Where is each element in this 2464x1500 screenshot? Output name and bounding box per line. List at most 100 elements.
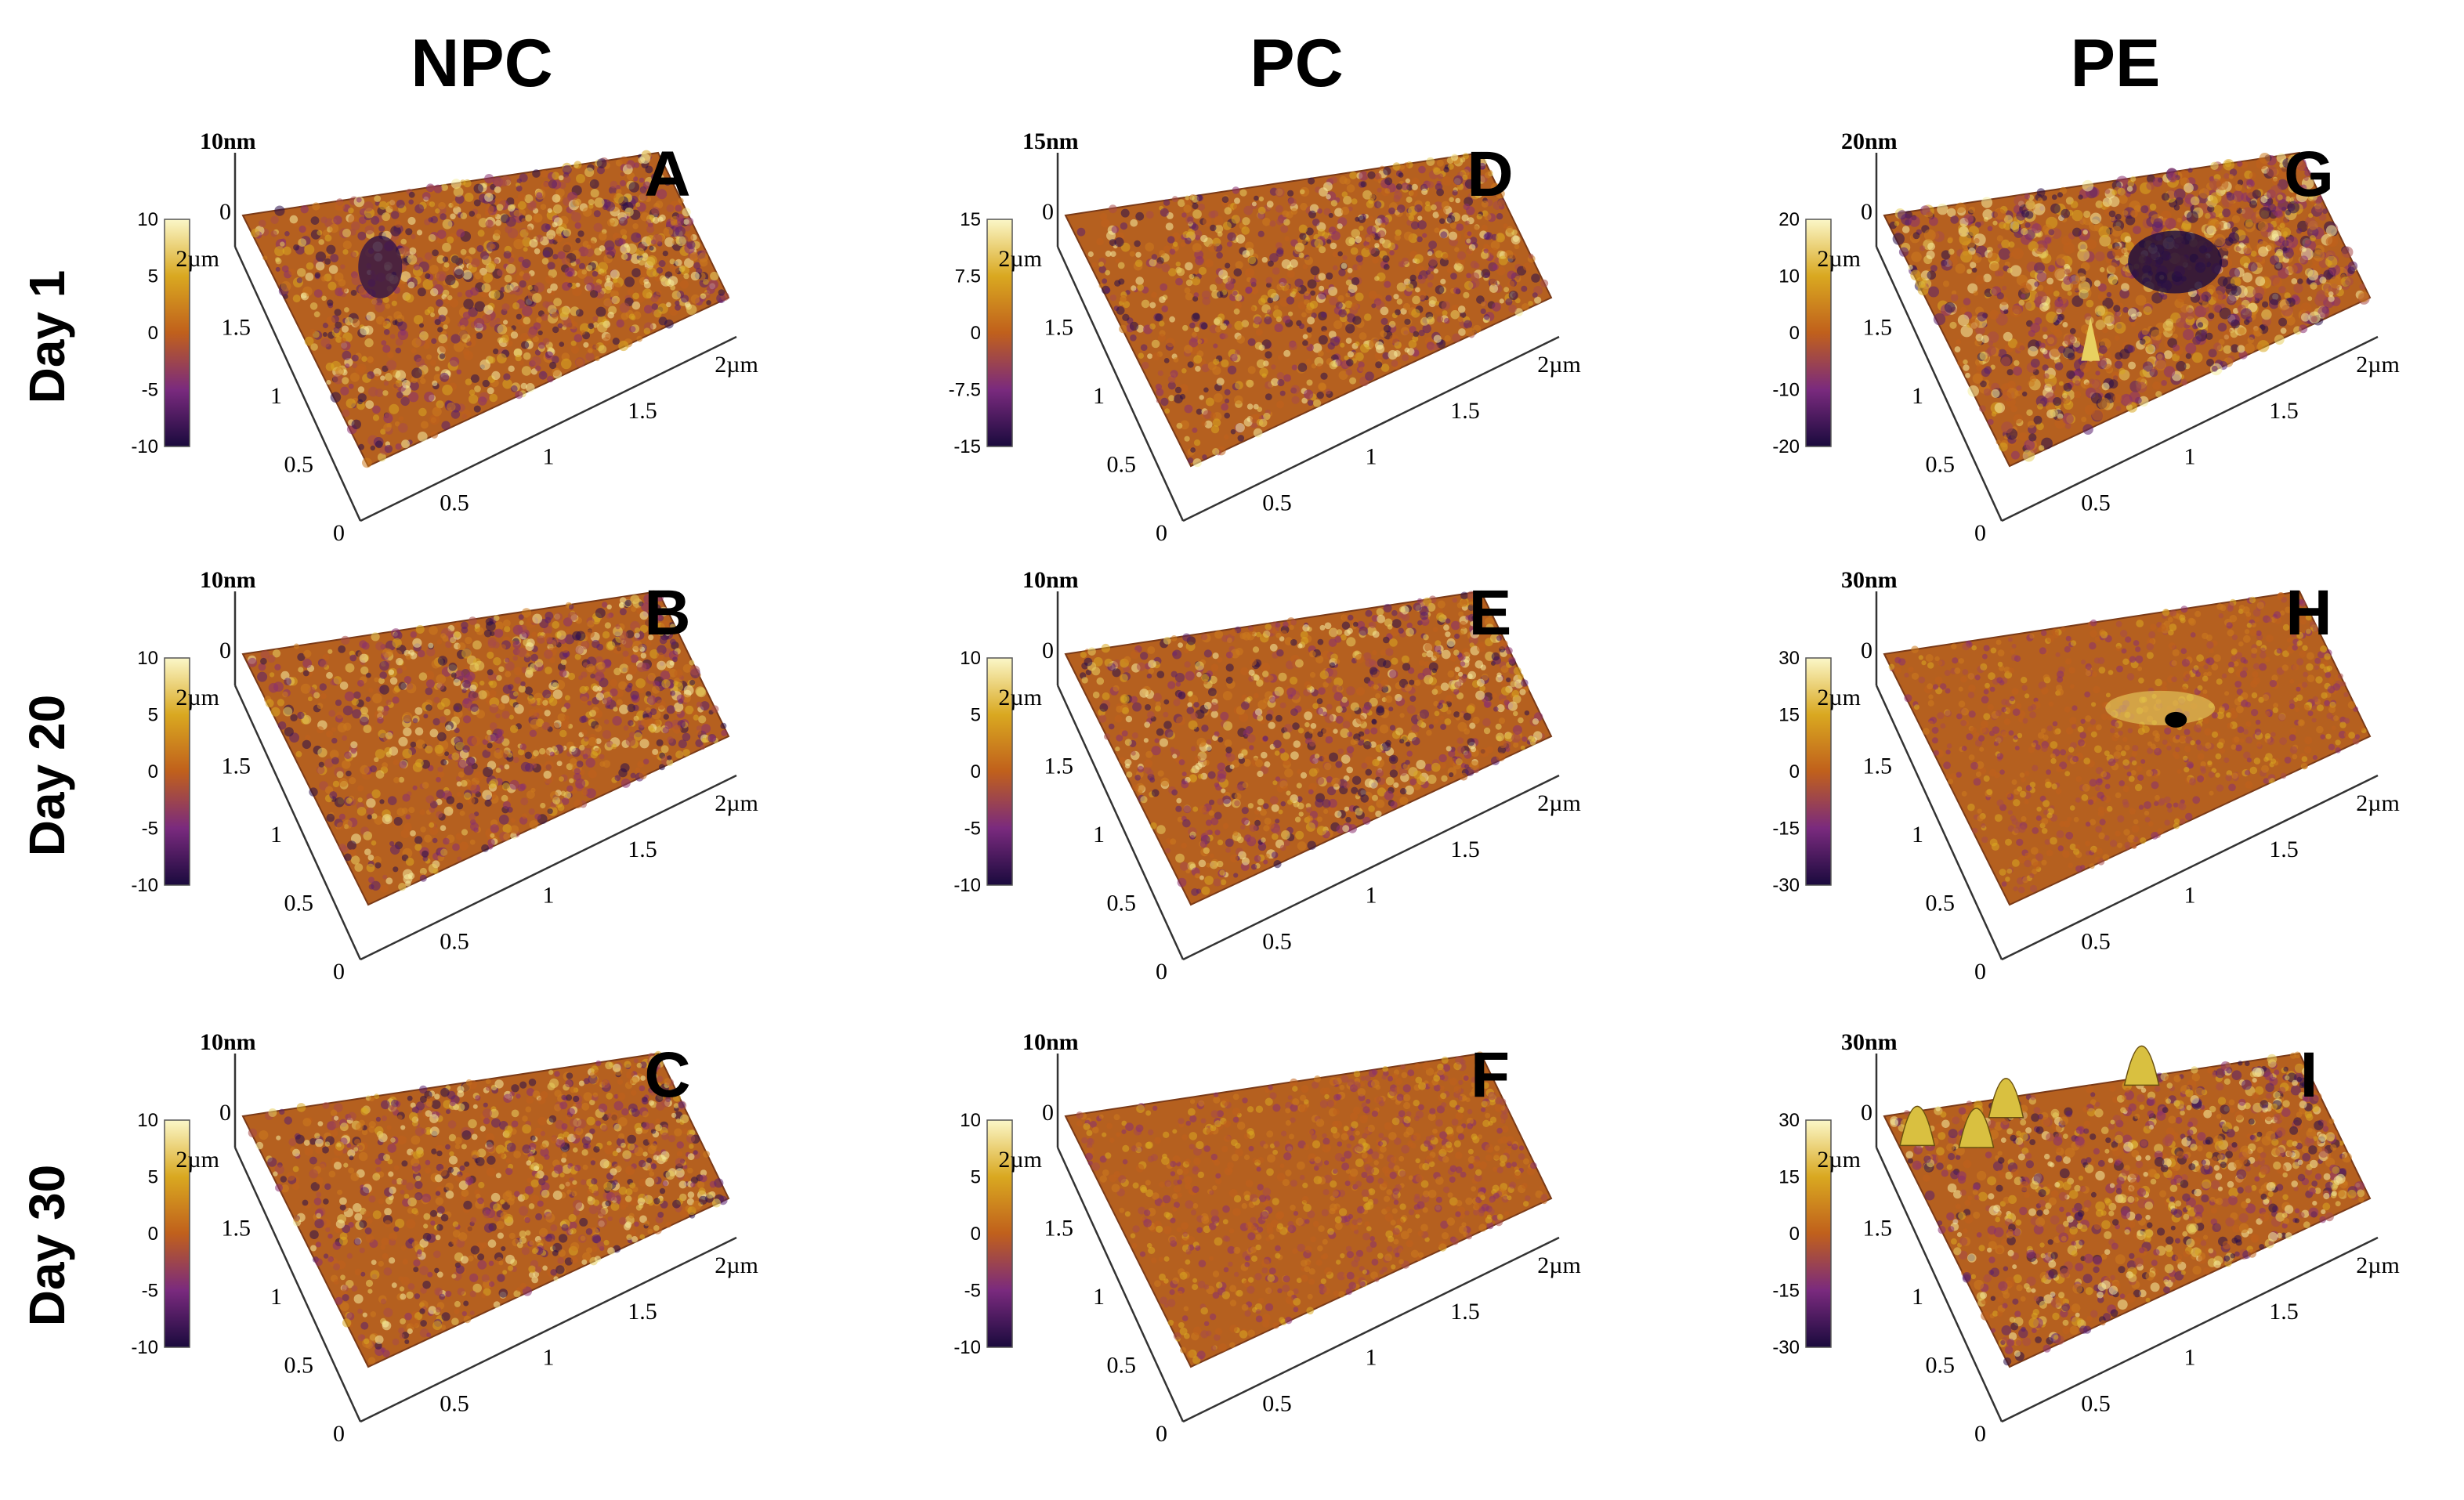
surface-texture-dot: [1229, 353, 1238, 362]
surface-texture-dot: [587, 700, 592, 706]
surface-texture-dot: [1294, 242, 1304, 252]
surface-texture-dot: [490, 824, 499, 833]
surface-texture-dot: [395, 347, 402, 354]
surface-texture-dot: [445, 1290, 452, 1297]
surface-texture-dot: [440, 825, 447, 831]
surface-texture-dot: [699, 258, 708, 267]
surface-texture-dot: [599, 1158, 610, 1169]
surface-texture-dot: [364, 1210, 371, 1217]
surface-texture-dot: [675, 226, 686, 237]
surface-texture-dot: [1374, 243, 1380, 248]
surface-texture-dot: [476, 1157, 485, 1166]
surface-texture-dot: [633, 176, 639, 182]
surface-texture-dot: [412, 1120, 418, 1127]
surface-texture-dot: [408, 199, 414, 205]
surface-texture-dot: [1371, 303, 1377, 309]
surface-texture-dot: [687, 1191, 695, 1198]
surface-texture-dot: [472, 640, 482, 650]
surface-texture-dot: [488, 261, 497, 269]
surface-texture-dot: [567, 672, 576, 681]
surface-texture-dot: [1175, 262, 1181, 267]
surface-texture-dot: [545, 1213, 555, 1223]
surface-texture-dot: [371, 693, 382, 703]
surface-texture-dot: [1304, 389, 1314, 399]
surface-texture-dot: [1192, 427, 1198, 433]
surface-texture-dot: [662, 1180, 668, 1187]
surface-texture-dot: [692, 1200, 702, 1210]
surface-texture-dot: [700, 293, 707, 299]
surface-texture-dot: [503, 373, 511, 381]
surface-texture-dot: [397, 321, 407, 331]
surface-texture-dot: [644, 1220, 649, 1227]
surface-texture-dot: [463, 1200, 472, 1210]
surface-texture-dot: [476, 244, 484, 252]
surface-texture-dot: [610, 1202, 620, 1211]
surface-texture-dot: [557, 804, 565, 811]
surface-texture-dot: [607, 311, 614, 319]
surface-texture-dot: [558, 175, 564, 181]
surface-texture-dot: [1531, 273, 1540, 283]
surface-texture-dot: [1320, 372, 1328, 380]
surface-texture-dot: [405, 653, 412, 660]
surface-texture-dot: [371, 298, 378, 305]
surface-texture-dot: [670, 284, 676, 291]
surface-texture-dot: [304, 336, 314, 346]
surface-texture-dot: [470, 703, 479, 712]
surface-texture-dot: [685, 233, 693, 242]
surface-texture-dot: [465, 757, 475, 766]
surface-texture-dot: [454, 269, 465, 279]
surface-texture-dot: [326, 813, 335, 822]
surface-texture-dot: [469, 839, 476, 845]
surface-texture-dot: [368, 884, 374, 890]
surface-texture-dot: [624, 599, 632, 607]
surface-texture-dot: [419, 323, 424, 328]
surface-texture-dot: [483, 1102, 488, 1108]
color-scale-tick: 10: [960, 648, 981, 669]
surface-texture-dot: [549, 1078, 559, 1088]
surface-texture-dot: [596, 643, 604, 651]
surface-texture-dot: [487, 1155, 496, 1165]
surface-texture-dot: [1298, 224, 1308, 233]
surface-texture-dot: [1192, 458, 1202, 468]
surface-texture-dot: [495, 219, 501, 226]
surface-texture-dot: [419, 809, 425, 815]
surface-texture-dot: [1263, 803, 1269, 809]
surface-texture-dot: [1366, 200, 1374, 208]
surface-texture-dot: [1184, 345, 1193, 354]
surface-texture-dot: [585, 352, 595, 361]
surface-texture-dot: [668, 1135, 676, 1143]
surface-texture-dot: [456, 229, 465, 238]
surface-texture-dot: [1169, 316, 1175, 323]
surface-texture-dot: [649, 1171, 655, 1177]
surface-texture-dot: [349, 372, 360, 382]
surface-texture-dot: [527, 328, 537, 338]
surface-texture-dot: [338, 844, 346, 851]
surface-texture-dot: [321, 295, 327, 302]
surface-texture-dot: [672, 656, 678, 663]
surface-texture-dot: [1236, 234, 1246, 244]
surface-texture-dot: [392, 638, 402, 649]
surface-texture-dot: [501, 695, 510, 704]
surface-texture-dot: [1318, 291, 1326, 300]
surface-texture-dot: [398, 681, 407, 690]
surface-texture-dot: [326, 671, 333, 679]
surface-texture-dot: [324, 1141, 331, 1147]
surface-texture-dot: [680, 266, 689, 276]
surface-texture-dot: [451, 1238, 458, 1245]
surface-texture-dot: [665, 1221, 671, 1228]
surface-texture-dot: [339, 1204, 346, 1211]
surface-texture-dot: [1203, 387, 1209, 393]
surface-texture-dot: [1405, 178, 1410, 183]
surface-texture-dot: [321, 276, 327, 282]
x-axis-tick: 1: [543, 444, 555, 470]
surface-texture-dot: [675, 300, 680, 306]
surface-texture-dot: [562, 646, 569, 653]
surface-texture-dot: [513, 209, 521, 217]
surface-texture-dot: [313, 289, 323, 298]
surface-texture-dot: [1307, 399, 1314, 407]
surface-texture-dot: [595, 692, 604, 701]
surface-texture-dot: [333, 1162, 342, 1170]
surface-texture-dot: [618, 681, 628, 690]
surface-texture-dot: [374, 862, 382, 869]
x-axis-tick: 0.5: [1262, 928, 1292, 954]
